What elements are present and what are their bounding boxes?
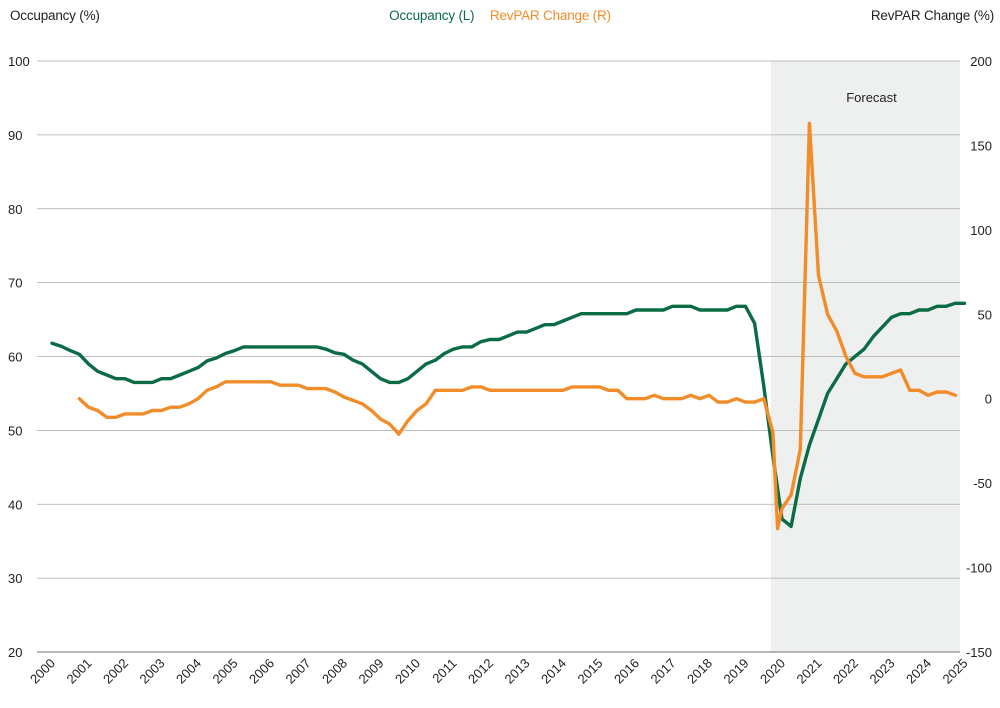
x-tick-label: 2010 — [392, 656, 423, 687]
x-tick-label: 2002 — [100, 656, 131, 687]
x-tick-label: 2008 — [319, 656, 350, 687]
forecast-label: Forecast — [846, 90, 897, 105]
x-tick-label: 2009 — [356, 656, 387, 687]
x-tick-label: 2005 — [210, 656, 241, 687]
left-tick-label: 70 — [8, 276, 22, 291]
right-tick-label: -50 — [973, 476, 992, 491]
x-tick-label: 2021 — [794, 656, 825, 687]
legend-revpar-change: RevPAR Change (R) — [489, 8, 611, 23]
left-tick-label: 20 — [8, 645, 22, 660]
left-tick-label: 60 — [8, 350, 22, 365]
left-tick-label: 50 — [8, 423, 22, 438]
x-tick-label: 2025 — [940, 656, 971, 687]
legend: Occupancy (L) RevPAR Change (R) — [0, 8, 1000, 23]
x-tick-label: 2013 — [502, 656, 533, 687]
x-tick-label: 2016 — [611, 656, 642, 687]
revpar-change-line — [77, 121, 958, 531]
x-tick-label: 2019 — [721, 656, 752, 687]
x-tick-label: 2004 — [173, 656, 204, 687]
x-tick-label: 2011 — [429, 656, 459, 686]
x-tick-label: 2012 — [465, 656, 496, 687]
x-tick-label: 2003 — [137, 656, 168, 687]
right-axis-title: RevPAR Change (%) — [870, 8, 994, 23]
right-tick-label: -100 — [966, 561, 992, 576]
right-tick-label: 150 — [970, 138, 992, 153]
right-tick-label: 0 — [985, 392, 992, 407]
left-tick-label: 40 — [8, 497, 22, 512]
x-tick-label: 2015 — [575, 656, 606, 687]
x-tick-label: 2017 — [648, 656, 679, 687]
x-tick-label: 2006 — [246, 656, 277, 687]
x-tick-label: 2020 — [757, 656, 788, 687]
x-tick-label: 2014 — [538, 656, 569, 687]
x-tick-label: 2018 — [684, 656, 715, 687]
x-tick-label: 2022 — [830, 656, 861, 687]
left-tick-label: 80 — [8, 202, 22, 217]
right-tick-label: 50 — [978, 307, 992, 322]
x-tick-label: 2001 — [64, 656, 95, 687]
x-tick-label: 2024 — [903, 656, 934, 687]
legend-occupancy: Occupancy (L) — [389, 8, 475, 23]
left-axis-title: Occupancy (%) — [10, 8, 100, 23]
right-tick-label: 200 — [970, 54, 992, 69]
left-tick-label: 90 — [8, 128, 22, 143]
x-tick-label: 2007 — [283, 656, 314, 687]
occupancy-line — [50, 301, 967, 529]
left-tick-label: 100 — [8, 54, 30, 69]
x-tick-label: 2000 — [27, 656, 58, 687]
x-tick-label: 2023 — [867, 656, 898, 687]
left-tick-label: 30 — [8, 571, 22, 586]
right-tick-label: -150 — [966, 645, 992, 660]
right-tick-label: 100 — [970, 223, 992, 238]
